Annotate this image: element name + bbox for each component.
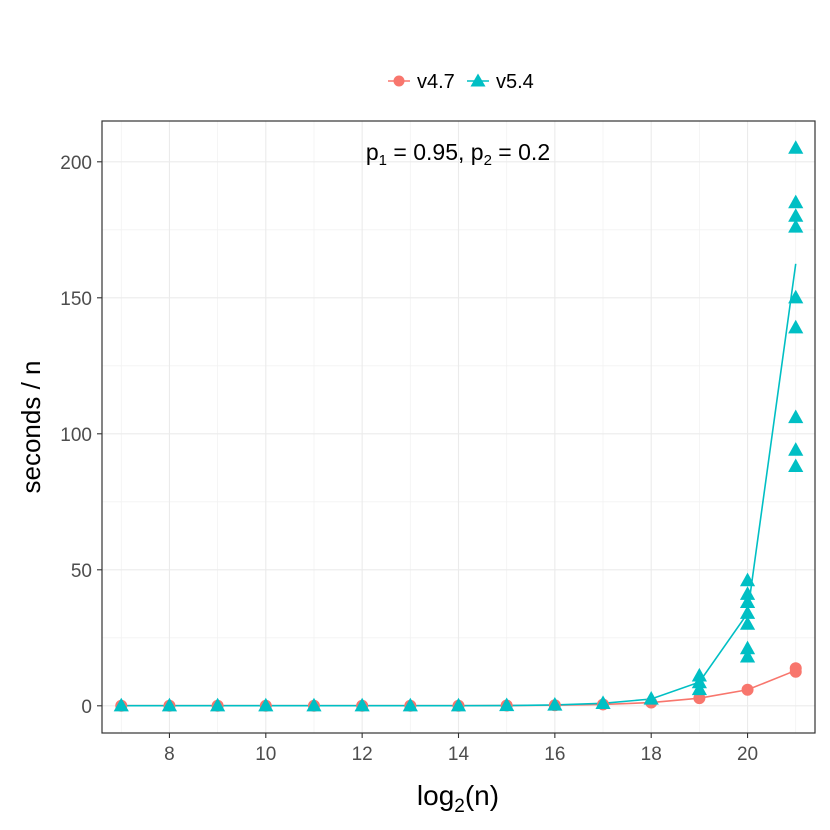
point-v54 [306,697,322,712]
y-axis: 0 50 100 150 200 [60,153,102,718]
annotation-p1-value: = 0.95, [387,139,471,165]
point-v47 [693,692,706,705]
x-axis: 8 10 12 14 16 18 20 [164,733,758,765]
point-v54 [788,219,804,233]
point-v54 [113,697,129,712]
point-v47 [789,662,802,675]
point-v54 [739,605,756,619]
annotation-p2-value: = 0.2 [492,139,550,165]
point-v54 [643,691,659,705]
x-axis-title-base: log [417,780,454,811]
legend-triangle-v54 [470,73,486,87]
point-v47 [741,683,754,696]
annotation-p2-symbol: p [471,139,484,165]
plot-panel [101,120,816,734]
x-tick-label: 20 [737,744,758,765]
legend-entry-v54: v5.4 [467,71,534,93]
y-tick-label: 200 [60,153,92,174]
point-v54 [788,194,804,209]
x-tick-label: 18 [641,744,662,765]
x-axis-title: log2(n) [417,780,499,817]
point-v54 [402,697,418,712]
legend-entry-v47: v4.7 [388,71,455,93]
point-v54 [788,442,804,456]
point-v54 [547,696,563,711]
point-v54 [739,572,756,587]
legend-label-v47: v4.7 [417,71,455,93]
point-v54 [258,697,274,712]
point-v54 [788,140,804,154]
point-v54 [739,594,756,609]
y-tick-label: 0 [81,697,92,718]
point-v54 [210,697,226,712]
legend-label-v54: v5.4 [496,71,534,93]
point-v54 [161,697,178,712]
point-v54 [788,208,804,222]
x-axis-title-subscript: 2 [454,796,465,817]
point-v54 [499,697,515,712]
x-tick-label: 10 [255,744,276,765]
point-v54 [788,289,804,304]
point-v54 [739,640,756,655]
point-v54 [450,697,467,712]
annotation-p1-symbol: p [366,139,379,165]
point-v54 [739,586,756,600]
x-axis-title-rest: (n) [465,780,499,811]
point-v54 [595,695,611,709]
annotation-parameters: p1 = 0.95, p2 = 0.2 [366,139,550,169]
data-points [113,140,804,712]
annotation-p2-subscript: 2 [484,152,492,169]
point-v54 [788,458,804,473]
point-v54 [691,667,707,682]
legend-circle-v47 [393,75,405,87]
point-v54 [788,409,804,424]
y-axis-title: seconds / n [16,361,46,494]
x-tick-label: 12 [352,744,373,765]
legend: v4.7 v5.4 [388,71,534,93]
x-tick-label: 14 [448,744,470,765]
y-tick-label: 50 [71,561,92,582]
point-v54 [788,319,804,334]
x-tick-label: 16 [544,744,565,765]
y-tick-label: 100 [60,425,92,446]
point-v54 [354,697,370,712]
x-tick-label: 8 [164,744,175,765]
annotation-p1-subscript: 1 [379,152,387,169]
point-v54 [739,648,756,663]
y-tick-label: 150 [60,289,92,310]
point-v54 [739,616,756,630]
